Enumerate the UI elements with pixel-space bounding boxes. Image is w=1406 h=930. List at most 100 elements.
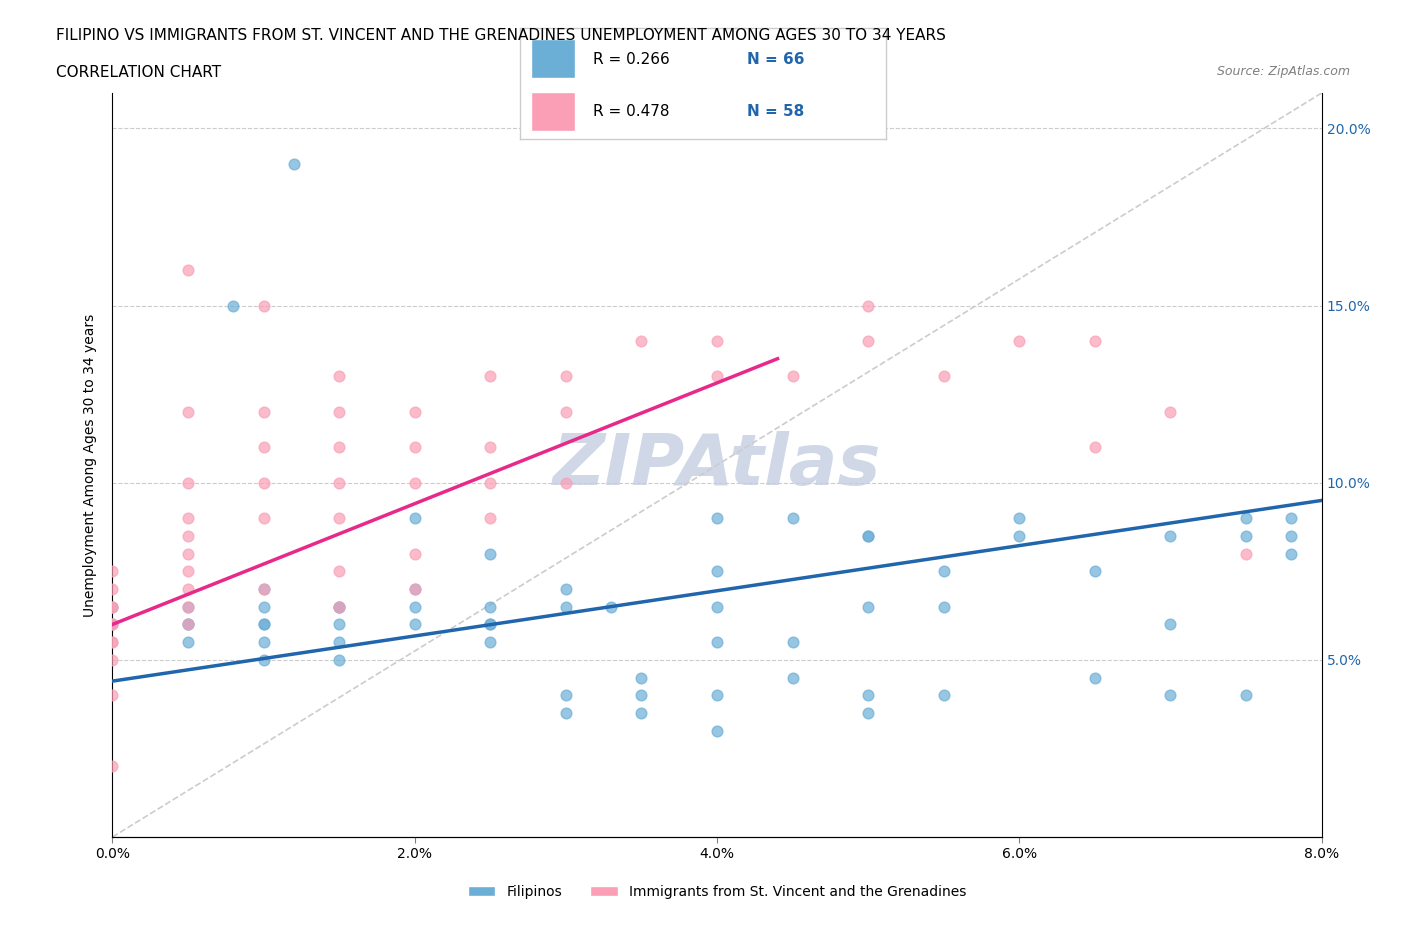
Point bbox=[328, 369, 350, 384]
Point bbox=[479, 511, 502, 525]
Point bbox=[932, 564, 955, 578]
Point bbox=[177, 511, 200, 525]
Point bbox=[932, 599, 955, 614]
Point bbox=[177, 599, 200, 614]
Point bbox=[1234, 528, 1257, 543]
Point bbox=[479, 546, 502, 561]
Point bbox=[856, 334, 880, 349]
Point bbox=[1008, 528, 1031, 543]
Point bbox=[1084, 440, 1107, 455]
Point bbox=[328, 599, 350, 614]
Point bbox=[1159, 688, 1181, 703]
Point bbox=[101, 653, 124, 668]
Point bbox=[554, 706, 576, 721]
Point bbox=[253, 617, 276, 631]
Point bbox=[1084, 334, 1107, 349]
Point bbox=[1279, 528, 1302, 543]
Text: R = 0.478: R = 0.478 bbox=[593, 104, 669, 119]
Point bbox=[782, 671, 804, 685]
Point bbox=[1084, 671, 1107, 685]
Point bbox=[101, 759, 124, 774]
Point bbox=[1234, 511, 1257, 525]
Point bbox=[404, 599, 426, 614]
Point bbox=[222, 299, 245, 313]
Point bbox=[328, 653, 350, 668]
Point bbox=[404, 440, 426, 455]
Point bbox=[404, 511, 426, 525]
Point bbox=[328, 440, 350, 455]
Point bbox=[630, 334, 652, 349]
Point bbox=[404, 405, 426, 419]
Point bbox=[1159, 405, 1181, 419]
Point bbox=[782, 511, 804, 525]
Point bbox=[328, 511, 350, 525]
Legend: Filipinos, Immigrants from St. Vincent and the Grenadines: Filipinos, Immigrants from St. Vincent a… bbox=[463, 880, 972, 905]
Point bbox=[782, 634, 804, 649]
Point bbox=[706, 369, 728, 384]
Point bbox=[554, 405, 576, 419]
Point bbox=[328, 564, 350, 578]
Point bbox=[177, 262, 200, 277]
Point bbox=[253, 581, 276, 596]
Point bbox=[1084, 564, 1107, 578]
Point bbox=[253, 581, 276, 596]
Point bbox=[479, 369, 502, 384]
Point bbox=[1234, 688, 1257, 703]
Point bbox=[1159, 617, 1181, 631]
Point bbox=[404, 475, 426, 490]
Text: N = 58: N = 58 bbox=[747, 104, 804, 119]
Point bbox=[856, 706, 880, 721]
Point bbox=[479, 617, 502, 631]
Point bbox=[101, 634, 124, 649]
Point bbox=[554, 475, 576, 490]
Point bbox=[404, 581, 426, 596]
Text: R = 0.266: R = 0.266 bbox=[593, 52, 671, 67]
Point bbox=[404, 581, 426, 596]
Point bbox=[1008, 334, 1031, 349]
Point bbox=[177, 634, 200, 649]
Point bbox=[177, 599, 200, 614]
Text: ZIPAtlas: ZIPAtlas bbox=[553, 431, 882, 499]
Point bbox=[479, 440, 502, 455]
Point bbox=[479, 634, 502, 649]
Point bbox=[706, 334, 728, 349]
Point bbox=[328, 634, 350, 649]
Point bbox=[101, 688, 124, 703]
Point bbox=[101, 617, 124, 631]
Point bbox=[706, 724, 728, 738]
Point bbox=[253, 599, 276, 614]
Point bbox=[101, 599, 124, 614]
Point bbox=[177, 617, 200, 631]
Point bbox=[479, 599, 502, 614]
Point bbox=[856, 299, 880, 313]
Point bbox=[177, 546, 200, 561]
Point bbox=[856, 688, 880, 703]
Text: Source: ZipAtlas.com: Source: ZipAtlas.com bbox=[1216, 65, 1350, 78]
FancyBboxPatch shape bbox=[531, 39, 575, 78]
Point bbox=[328, 405, 350, 419]
Point bbox=[253, 405, 276, 419]
Point bbox=[706, 688, 728, 703]
Point bbox=[101, 634, 124, 649]
Point bbox=[706, 564, 728, 578]
Point bbox=[932, 688, 955, 703]
Point bbox=[630, 688, 652, 703]
Point bbox=[600, 599, 623, 614]
Point bbox=[101, 599, 124, 614]
Point bbox=[1234, 546, 1257, 561]
Point bbox=[177, 528, 200, 543]
Point bbox=[328, 617, 350, 631]
Point bbox=[101, 599, 124, 614]
Point bbox=[856, 528, 880, 543]
Point bbox=[328, 599, 350, 614]
Point bbox=[253, 475, 276, 490]
Point bbox=[177, 564, 200, 578]
Point bbox=[101, 617, 124, 631]
Point bbox=[328, 475, 350, 490]
Point bbox=[856, 599, 880, 614]
Text: FILIPINO VS IMMIGRANTS FROM ST. VINCENT AND THE GRENADINES UNEMPLOYMENT AMONG AG: FILIPINO VS IMMIGRANTS FROM ST. VINCENT … bbox=[56, 28, 946, 43]
Point bbox=[706, 634, 728, 649]
Point bbox=[253, 511, 276, 525]
Text: N = 66: N = 66 bbox=[747, 52, 804, 67]
Point bbox=[253, 653, 276, 668]
